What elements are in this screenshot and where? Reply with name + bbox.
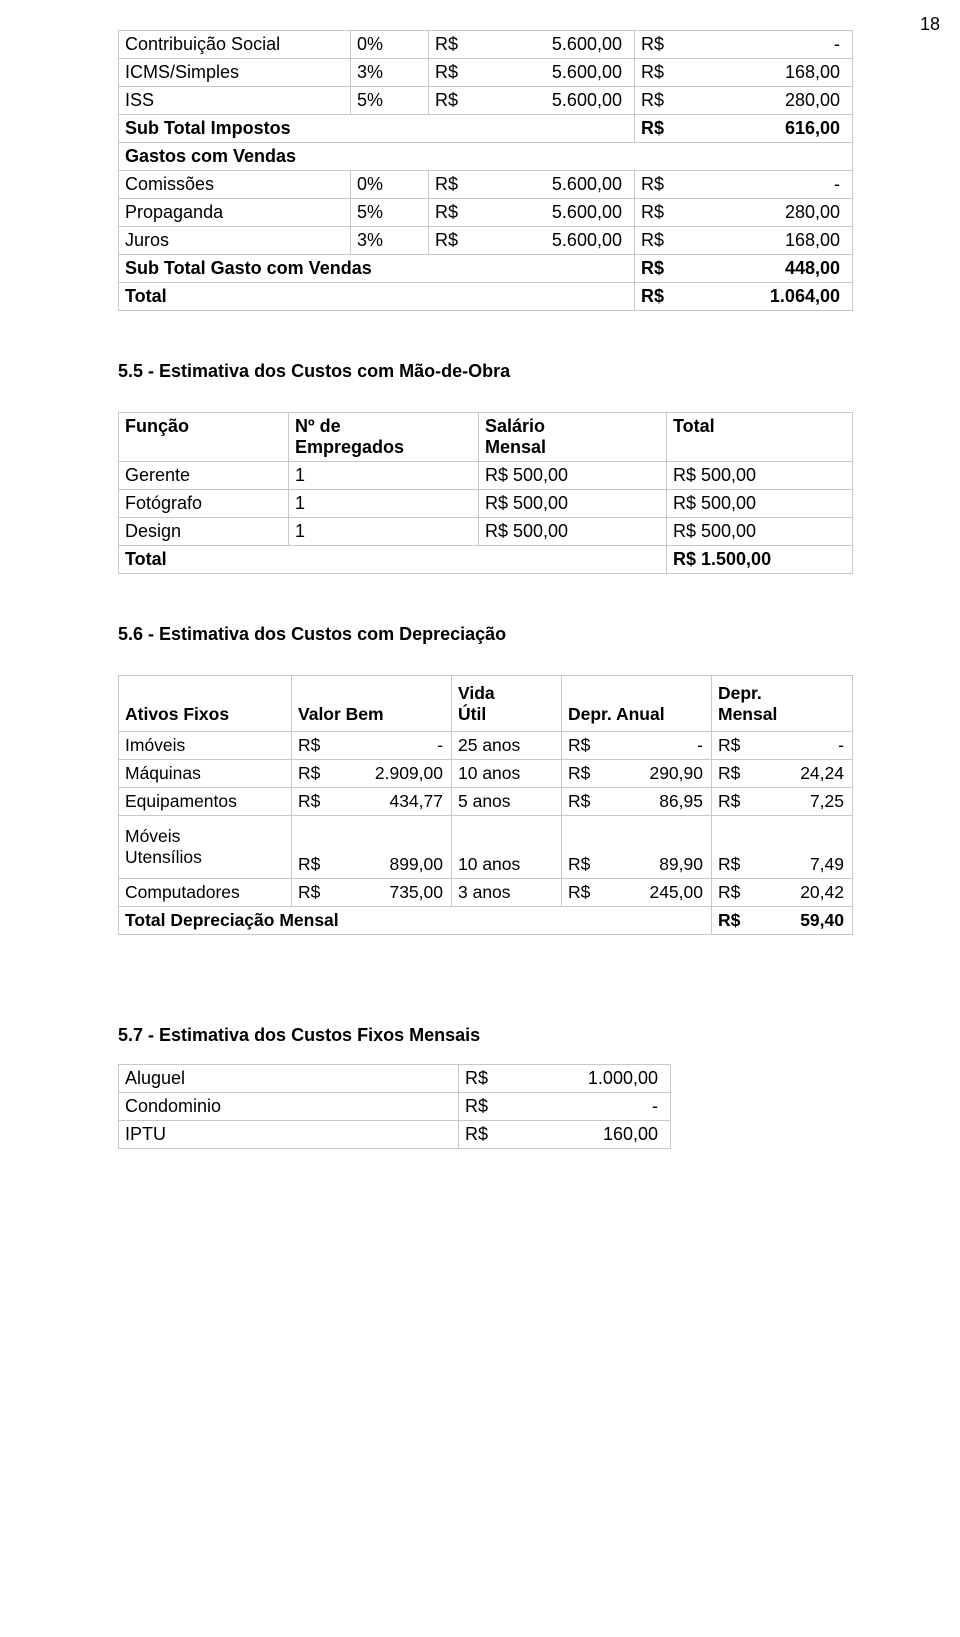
- section-title-56: 5.6 - Estimativa dos Custos com Deprecia…: [118, 624, 872, 645]
- table-mao-de-obra: Função Nº deEmpregados SalárioMensal Tot…: [118, 412, 853, 574]
- table-row: Computadores R$735,00 3 anos R$245,00 R$…: [119, 879, 853, 907]
- total-row: Total Depreciação Mensal R$59,40: [119, 907, 853, 935]
- table-row: Equipamentos R$434,77 5 anos R$86,95 R$7…: [119, 788, 853, 816]
- table-row: MóveisUtensílios R$899,00 10 anos R$89,9…: [119, 816, 853, 879]
- table-row: Fotógrafo 1 R$ 500,00 R$ 500,00: [119, 490, 853, 518]
- section-title-57: 5.7 - Estimativa dos Custos Fixos Mensai…: [118, 1025, 872, 1046]
- subtotal-impostos-row: Sub Total Impostos R$616,00: [119, 115, 853, 143]
- table-custos-fixos: Aluguel R$1.000,00 Condominio R$- IPTU R…: [118, 1064, 671, 1149]
- table-row: Design 1 R$ 500,00 R$ 500,00: [119, 518, 853, 546]
- subtotal-gastos-row: Sub Total Gasto com Vendas R$448,00: [119, 255, 853, 283]
- table-row: Gerente 1 R$ 500,00 R$ 500,00: [119, 462, 853, 490]
- table-impostos-gastos: Contribuição Social 0% R$5.600,00 R$- IC…: [118, 30, 853, 311]
- table-row: IPTU R$160,00: [119, 1121, 671, 1149]
- table-row: ICMS/Simples 3% R$5.600,00 R$168,00: [119, 59, 853, 87]
- gastos-vendas-header-row: Gastos com Vendas: [119, 143, 853, 171]
- table-row: ISS 5% R$5.600,00 R$280,00: [119, 87, 853, 115]
- section-title-55: 5.5 - Estimativa dos Custos com Mão-de-O…: [118, 361, 872, 382]
- table-row: Máquinas R$2.909,00 10 anos R$290,90 R$2…: [119, 760, 853, 788]
- table-depreciacao: Ativos Fixos Valor Bem VidaÚtil Depr. An…: [118, 675, 853, 935]
- page-number: 18: [920, 14, 940, 35]
- table-row: Comissões 0% R$5.600,00 R$-: [119, 171, 853, 199]
- total-row: Total R$1.064,00: [119, 283, 853, 311]
- table-row: Juros 3% R$5.600,00 R$168,00: [119, 227, 853, 255]
- table-row: Imóveis R$- 25 anos R$- R$-: [119, 732, 853, 760]
- total-row: Total R$ 1.500,00: [119, 546, 853, 574]
- table-header-row: Ativos Fixos Valor Bem VidaÚtil Depr. An…: [119, 676, 853, 732]
- table-row: Condominio R$-: [119, 1093, 671, 1121]
- table-row: Contribuição Social 0% R$5.600,00 R$-: [119, 31, 853, 59]
- table-row: Propaganda 5% R$5.600,00 R$280,00: [119, 199, 853, 227]
- table-header-row: Função Nº deEmpregados SalárioMensal Tot…: [119, 413, 853, 462]
- table-row: Aluguel R$1.000,00: [119, 1065, 671, 1093]
